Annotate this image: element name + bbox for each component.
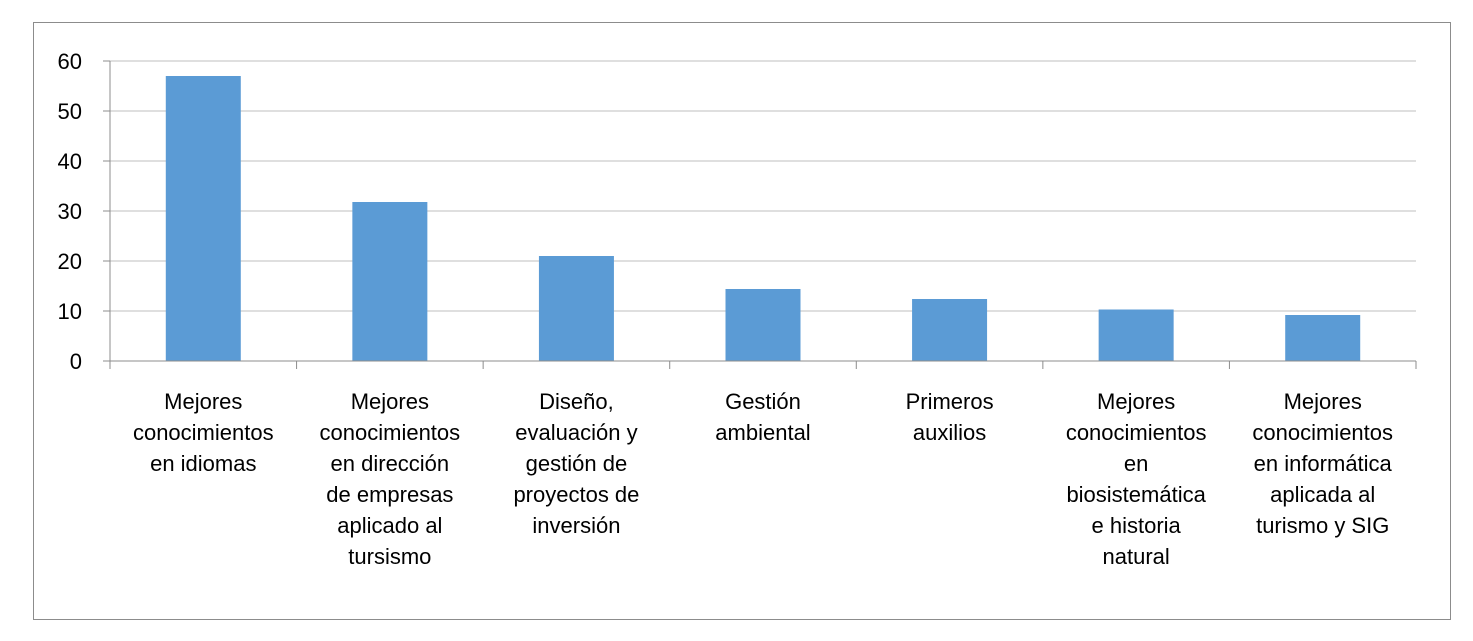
x-category-label-line: conocimientos — [1066, 420, 1207, 445]
x-category-label: Mejores conocimientos en idiomas — [133, 389, 274, 476]
x-category-label-line: turismo y SIG — [1256, 513, 1389, 538]
x-category-label-line: en idiomas — [150, 451, 256, 476]
y-tick-label: 50 — [58, 99, 82, 124]
bar — [1098, 309, 1174, 361]
x-category-label-line: ambiental — [715, 420, 810, 445]
bar — [1285, 315, 1361, 361]
gridlines — [110, 60, 1416, 312]
y-tick-label: 60 — [58, 49, 82, 74]
x-category-label-line: Gestión — [725, 389, 801, 414]
y-tick-label: 20 — [58, 249, 82, 274]
axes — [103, 60, 1417, 369]
x-category-labels: Mejores conocimientos en idiomas Mejores con… — [133, 389, 1393, 569]
bar — [912, 299, 988, 361]
x-category-label-line: aplicada al — [1270, 482, 1375, 507]
x-category-label-line: Mejores — [1284, 389, 1362, 414]
x-category-label-line: evaluación y — [515, 420, 637, 445]
x-category-label-line: Mejores — [1097, 389, 1175, 414]
bar — [538, 256, 614, 361]
bar — [725, 289, 801, 361]
x-category-label-line: auxilios — [913, 420, 986, 445]
x-category-label-line: inversión — [532, 513, 620, 538]
x-category-label-line: Diseño, — [539, 389, 614, 414]
x-category-label-line: natural — [1103, 544, 1170, 569]
x-category-label-line: en dirección — [331, 451, 450, 476]
x-category-label-line: Mejores — [164, 389, 242, 414]
x-category-label-line: proyectos de — [513, 482, 639, 507]
x-category-label-line: aplicado al — [337, 513, 442, 538]
x-category-label-line: en — [1124, 451, 1148, 476]
x-category-label: Mejores conocimientos en informática aplica… — [1252, 389, 1393, 538]
x-category-label: Mejores conocimientos en biosistemática e hi… — [1066, 389, 1207, 569]
x-category-label-line: Mejores — [351, 389, 429, 414]
x-category-label: Mejores conocimientos en dirección de empre… — [320, 389, 461, 569]
x-category-label: Gestión ambiental — [715, 389, 810, 445]
x-category-label-line: tursismo — [348, 544, 431, 569]
y-tick-labels: 0 10 20 30 40 50 60 — [58, 49, 82, 374]
x-category-label-line: conocimientos — [133, 420, 274, 445]
x-category-label: Diseño, evaluación y gestión de proyectos d… — [513, 389, 639, 538]
x-category-label-line: biosistemática — [1066, 482, 1206, 507]
x-category-label-line: conocimientos — [1252, 420, 1393, 445]
bars — [165, 76, 1361, 361]
x-category-label: Primeros auxilios — [906, 389, 994, 445]
x-category-label-line: en informática — [1254, 451, 1393, 476]
x-category-label-line: de empresas — [326, 482, 453, 507]
x-category-label-line: e historia — [1092, 513, 1182, 538]
y-tick-label: 0 — [70, 349, 82, 374]
x-category-label-line: Primeros — [906, 389, 994, 414]
y-tick-label: 30 — [58, 199, 82, 224]
x-category-label-line: gestión de — [526, 451, 628, 476]
x-category-label-line: conocimientos — [320, 420, 461, 445]
bar — [352, 202, 428, 361]
y-tick-label: 40 — [58, 149, 82, 174]
bar — [165, 76, 241, 361]
y-tick-label: 10 — [58, 299, 82, 324]
